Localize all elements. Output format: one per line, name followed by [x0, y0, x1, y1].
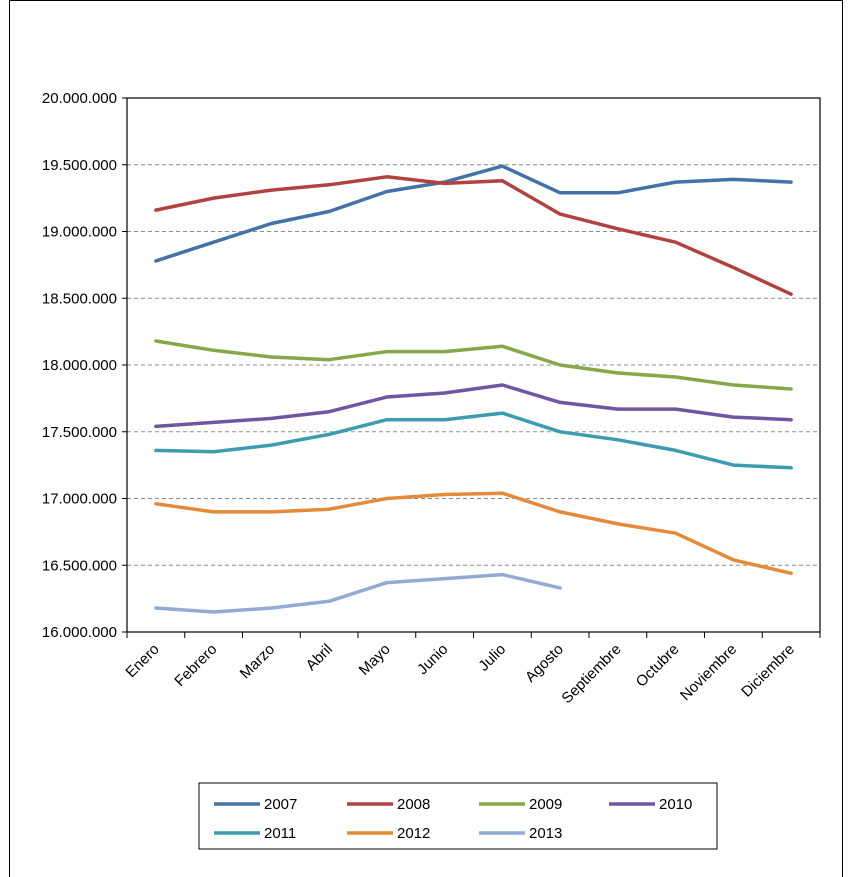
series-line-2013 [154, 572, 562, 614]
y-tick-label: 18.000.000 [42, 357, 117, 374]
x-tick-label: Junio [414, 641, 451, 678]
x-tick-label: Enero [122, 641, 162, 681]
y-tick-label: 20.000.000 [42, 90, 117, 107]
legend-label: 2012 [397, 825, 430, 842]
series-line-2010 [154, 383, 793, 429]
x-axis-ticks: Enero Febrero Marzo Abril Mayo Junio Julio Agos… [122, 632, 821, 707]
y-tick-label: 17.000.000 [42, 491, 117, 508]
gridlines [127, 164, 820, 566]
legend-label: 2007 [264, 796, 297, 813]
x-tick-label: Marzo [237, 641, 278, 682]
legend-label: 2013 [529, 825, 562, 842]
legend-label: 2011 [264, 825, 296, 842]
legend: 2007 2008 2009 2010 2011 2012 2013 [198, 782, 718, 850]
x-tick-label: Julio [475, 641, 509, 675]
x-tick-label: Febrero [171, 641, 220, 690]
y-tick-label: 19.500.000 [42, 157, 117, 174]
y-tick-label: 16.500.000 [42, 557, 117, 574]
x-tick-label: Septiembre [558, 641, 624, 707]
x-tick-label: Octubre [633, 641, 683, 691]
series-line-2007 [154, 164, 793, 263]
y-tick-label: 18.500.000 [42, 290, 117, 307]
series-lines [154, 164, 793, 614]
legend-label: 2008 [397, 796, 430, 813]
y-axis-ticks: 16.000.000 16.500.000 17.000.000 17.500.000… [42, 90, 127, 641]
y-tick-label: 17.500.000 [42, 424, 117, 441]
legend-label: 2009 [529, 796, 562, 813]
x-tick-label: Abril [303, 641, 336, 674]
x-tick-label: Noviembre [677, 641, 740, 704]
legend-box [198, 782, 718, 850]
series-line-2009 [154, 339, 793, 391]
series-line-2011 [154, 411, 793, 470]
series-line-2012 [154, 491, 793, 576]
series-line-2008 [154, 175, 793, 296]
chart-frame [9, 0, 843, 877]
y-tick-label: 19.000.000 [42, 224, 117, 241]
x-tick-label: Diciembre [738, 641, 798, 701]
x-tick-label: Agosto [522, 641, 567, 686]
x-tick-label: Mayo [356, 641, 394, 679]
legend-label: 2010 [659, 796, 692, 813]
y-tick-label: 16.000.000 [42, 624, 117, 641]
